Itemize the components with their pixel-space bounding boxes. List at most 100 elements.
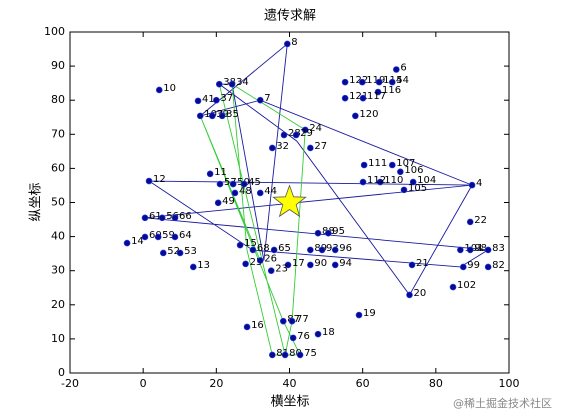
point xyxy=(243,323,251,331)
point-label: 112 xyxy=(367,175,386,186)
point-label: 12 xyxy=(153,174,166,185)
point-label: 98 xyxy=(474,243,487,254)
point-label: 16 xyxy=(251,320,264,331)
point xyxy=(449,283,457,291)
point xyxy=(214,199,222,207)
point xyxy=(176,249,184,257)
y-tick-label: 70 xyxy=(51,127,65,140)
point xyxy=(196,112,204,120)
point xyxy=(249,246,257,254)
point-label: 68 xyxy=(257,243,270,254)
point xyxy=(331,246,339,254)
point xyxy=(242,260,249,268)
point xyxy=(218,112,226,120)
point xyxy=(466,246,474,254)
point xyxy=(236,241,244,249)
point-label: 4 xyxy=(476,178,482,189)
point xyxy=(484,246,492,254)
point xyxy=(269,144,276,152)
point xyxy=(145,177,153,185)
point xyxy=(301,126,309,134)
point-label: 27 xyxy=(314,141,327,152)
point-label: 120 xyxy=(359,109,378,120)
point-label: 90 xyxy=(314,258,327,269)
point xyxy=(307,246,314,254)
point xyxy=(215,80,223,88)
point-label: 65 xyxy=(278,243,291,254)
point-label: 121 xyxy=(349,91,368,102)
point xyxy=(171,233,179,241)
point xyxy=(359,94,367,102)
point-label: 76 xyxy=(297,331,310,342)
point xyxy=(270,246,278,254)
point-label: 45 xyxy=(248,177,261,188)
point xyxy=(240,180,248,188)
point xyxy=(457,246,464,254)
point xyxy=(292,131,300,139)
point-label: 53 xyxy=(184,246,197,257)
point-label: 41 xyxy=(202,94,215,105)
y-tick-label: 30 xyxy=(51,264,65,277)
x-tick-label: 80 xyxy=(429,377,443,390)
point xyxy=(256,257,264,264)
point xyxy=(388,78,396,86)
point xyxy=(231,189,239,197)
y-tick-label: 80 xyxy=(51,93,65,106)
point xyxy=(341,94,349,102)
route-line xyxy=(144,42,490,296)
point-label: 83 xyxy=(492,243,505,254)
point-label: 101 xyxy=(464,243,483,254)
point-label: 80 xyxy=(289,348,302,359)
y-tick-label: 90 xyxy=(51,59,65,72)
y-tick-label: 0 xyxy=(58,366,65,379)
point xyxy=(206,170,214,178)
point xyxy=(289,334,297,342)
point xyxy=(359,178,367,186)
point-label: 29 xyxy=(300,128,313,139)
point xyxy=(296,351,304,359)
point-label: 34 xyxy=(236,77,249,88)
point xyxy=(409,178,417,186)
point-label: 37 xyxy=(220,93,233,104)
point xyxy=(171,214,179,222)
point xyxy=(374,88,382,96)
point xyxy=(408,261,416,269)
point-label: 8 xyxy=(291,37,297,48)
best-point xyxy=(272,184,307,218)
point-label: 22 xyxy=(474,215,487,226)
point-label: 99 xyxy=(467,260,480,271)
point xyxy=(360,161,368,169)
point-label: 105 xyxy=(408,183,427,194)
x-axis-label: 横坐标 xyxy=(270,395,309,410)
point-label: 64 xyxy=(179,230,192,241)
point-label: 14 xyxy=(131,236,144,247)
point xyxy=(307,261,314,269)
point xyxy=(388,161,396,169)
point-label: 110 xyxy=(384,175,403,186)
point xyxy=(314,330,322,338)
point-label: 59 xyxy=(162,230,175,241)
point xyxy=(284,40,291,48)
point xyxy=(141,233,149,241)
x-tick-label: 0 xyxy=(140,377,147,390)
point xyxy=(484,263,492,271)
point xyxy=(154,233,162,241)
point xyxy=(393,66,400,73)
point-label: 11 xyxy=(214,167,227,178)
point-label: 24 xyxy=(309,123,322,134)
point-label: 104 xyxy=(417,175,436,186)
x-tick-label: 60 xyxy=(356,377,370,390)
point xyxy=(189,263,197,271)
point xyxy=(459,263,467,271)
point-label: 107 xyxy=(396,158,415,169)
point xyxy=(256,189,264,197)
x-tick-label: 100 xyxy=(499,377,520,390)
point-label: 94 xyxy=(339,258,352,269)
y-axis-label: 纵坐标 xyxy=(29,182,44,221)
point xyxy=(355,311,363,319)
point xyxy=(123,239,131,247)
point-label: 82 xyxy=(492,260,505,271)
point-label: 6 xyxy=(400,63,406,74)
point xyxy=(397,168,404,176)
